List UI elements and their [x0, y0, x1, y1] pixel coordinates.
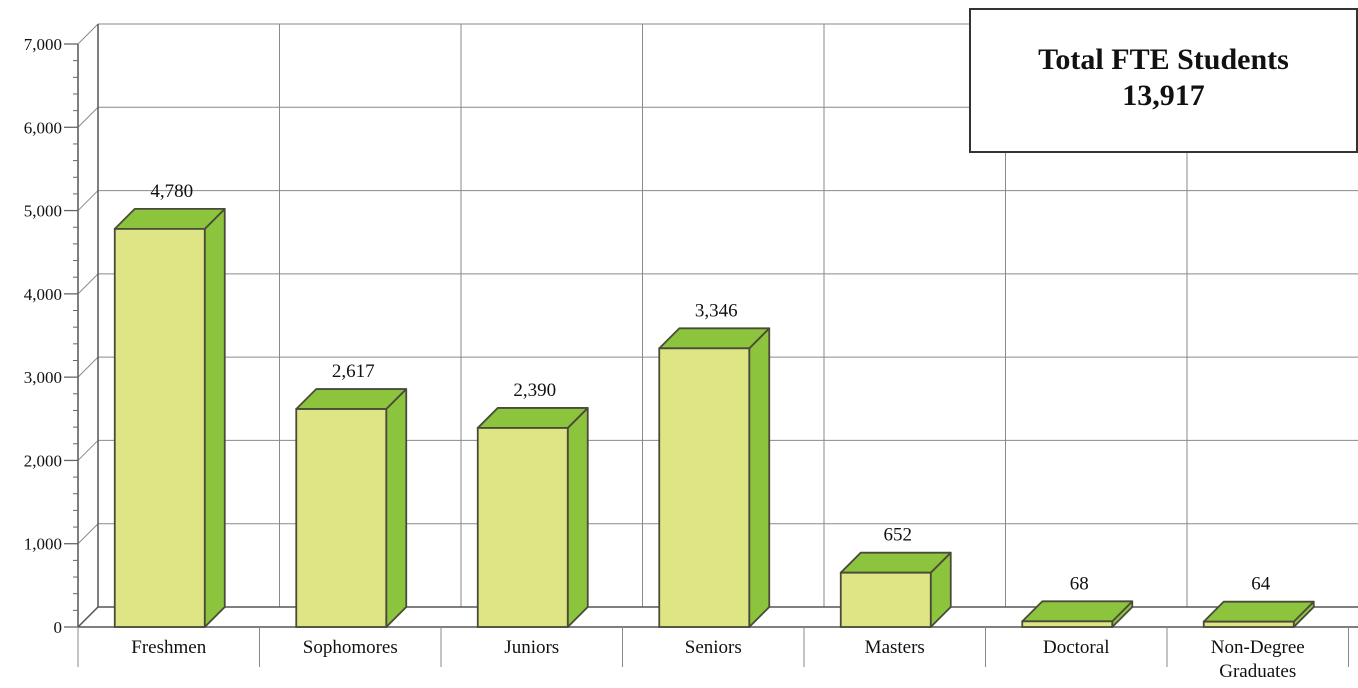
- gridline-depth: [77, 106, 99, 128]
- bar-value-label: 3,346: [695, 300, 738, 321]
- gridline-depth: [77, 273, 99, 295]
- bar-side: [203, 207, 226, 628]
- floor-edge-left: [77, 606, 99, 628]
- x-category-label: Non-Degree Graduates: [1211, 637, 1305, 682]
- bar: [476, 407, 589, 628]
- gridline-depth: [77, 190, 99, 211]
- total-fte-value: 13,917: [1122, 79, 1205, 112]
- x-category-label: Sophomores: [303, 637, 398, 658]
- bar-value-label: 2,390: [513, 380, 556, 401]
- y-tick-label: 1,000: [24, 535, 62, 554]
- bar-side: [566, 407, 589, 628]
- bar-value-label: 652: [884, 525, 913, 546]
- bar-front: [113, 227, 206, 628]
- bar: [1202, 600, 1315, 628]
- bar-top: [113, 207, 226, 230]
- y-tick-label: 3,000: [24, 368, 62, 387]
- x-category-label: Masters: [865, 637, 925, 658]
- bar-front: [1202, 620, 1295, 628]
- y-tick-label: 7,000: [24, 35, 62, 54]
- bar-side: [748, 327, 771, 628]
- gridline-depth: [77, 440, 99, 461]
- bar-front: [839, 571, 932, 628]
- gridline-depth: [77, 23, 99, 45]
- bar: [1021, 600, 1134, 628]
- x-category-label: Seniors: [685, 637, 742, 658]
- bar-side: [385, 388, 408, 628]
- bar-value-label: 64: [1251, 574, 1271, 595]
- bar-top: [1202, 600, 1315, 623]
- total-fte-title: Total FTE Students: [1038, 43, 1289, 76]
- gridline-depth: [77, 523, 99, 545]
- x-category-label: Freshmen: [131, 637, 206, 658]
- y-tick-label: 0: [54, 618, 63, 637]
- bar-value-label: 68: [1070, 573, 1089, 594]
- bar: [113, 207, 226, 628]
- bar-front: [658, 347, 751, 628]
- bar: [658, 327, 771, 628]
- gridline-depth: [77, 356, 99, 378]
- y-tick-label: 6,000: [24, 118, 62, 137]
- bar-front: [476, 427, 569, 628]
- bar-top: [476, 407, 589, 429]
- total-fte-box: Total FTE Students 13,917: [969, 8, 1358, 153]
- y-tick-label: 4,000: [24, 285, 62, 304]
- y-tick-label: 2,000: [24, 451, 62, 470]
- bar-value-label: 4,780: [150, 181, 193, 202]
- bar-front: [1021, 620, 1114, 628]
- bar-top: [1021, 600, 1134, 623]
- bar: [295, 388, 408, 628]
- labels: 0 1,000 2,000 3,000 4,000 5,000 6,000 7,000 4,78…: [24, 35, 1305, 682]
- bar-top: [658, 327, 771, 350]
- bar-value-label: 2,617: [332, 361, 375, 382]
- bar: [839, 551, 952, 628]
- x-category-label: Doctoral: [1043, 637, 1109, 658]
- bars: [113, 207, 1315, 628]
- bar-front: [295, 408, 388, 628]
- bar-top: [295, 388, 408, 410]
- x-category-label: Juniors: [504, 637, 559, 658]
- y-tick-label: 5,000: [24, 202, 62, 221]
- bar-top: [839, 551, 952, 574]
